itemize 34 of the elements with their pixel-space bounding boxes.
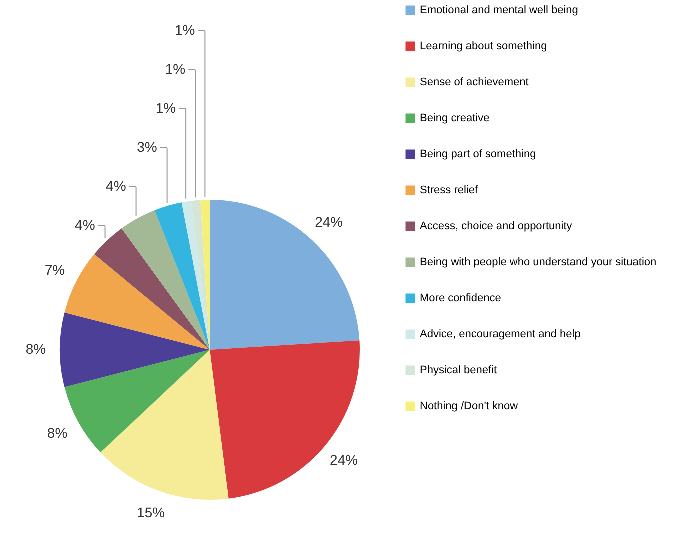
data-label: 4% xyxy=(75,217,96,233)
pie-slice xyxy=(60,312,210,388)
data-label: 24% xyxy=(330,452,358,468)
data-label: 8% xyxy=(47,424,68,441)
legend-label: Access, choice and opportunity xyxy=(420,220,573,232)
pie-slice xyxy=(94,228,210,350)
data-label: 1% xyxy=(156,100,176,116)
legend-label: More confidence xyxy=(420,292,502,304)
data-label: 8% xyxy=(26,341,46,357)
data-label: 1% xyxy=(174,22,196,38)
pie-slice xyxy=(64,254,210,350)
data-label: 3% xyxy=(137,139,158,155)
pie-slice xyxy=(191,200,210,350)
legend-label: Being creative xyxy=(420,112,490,124)
data-label: 15% xyxy=(137,504,166,521)
pie-slice xyxy=(100,350,229,500)
data-label: 4% xyxy=(106,178,126,194)
pie-slice xyxy=(182,201,210,350)
data-label: 1% xyxy=(165,61,186,77)
pie-slice xyxy=(154,202,210,350)
data-label: 24% xyxy=(315,214,344,230)
legend-label: Stress relief xyxy=(420,184,480,196)
legend-label: Emotional and mental well being xyxy=(420,4,578,16)
data-label: 7% xyxy=(44,262,66,278)
legend-label: Being with people who understand your situation xyxy=(420,256,657,268)
legend-label: Being part of something xyxy=(420,148,536,160)
pie-slice xyxy=(210,340,360,499)
pie-slice xyxy=(122,210,210,350)
legend-label: Learning about something xyxy=(420,40,548,52)
pie-slice xyxy=(210,200,360,350)
legend-label: Advice, encouragement and help xyxy=(420,328,581,340)
legend-label: Physical benefit xyxy=(420,364,498,376)
legend-label: Sense of achievement xyxy=(420,76,529,88)
legend-label: Nothing /Don't know xyxy=(420,400,518,412)
